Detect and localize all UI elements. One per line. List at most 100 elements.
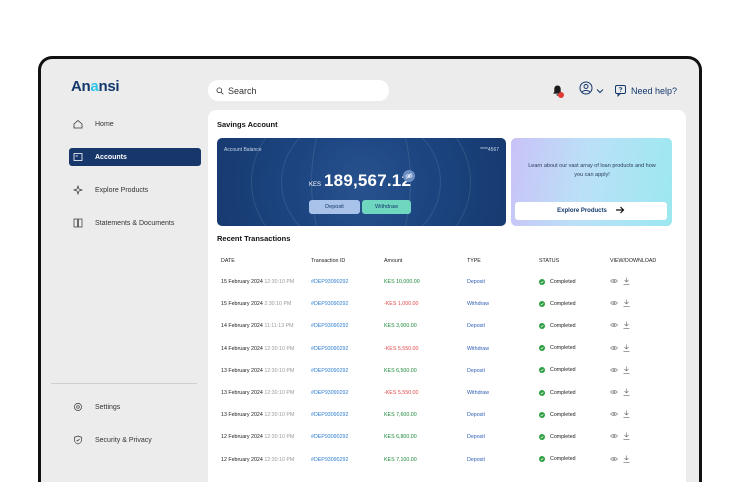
view-eye-icon[interactable] [610, 278, 618, 286]
cell-amount: KES 6,500.00 [384, 367, 417, 374]
cell-date: 13 February 2024 12:30:10 PM [217, 382, 311, 404]
date-text: 13 February 2024 [221, 390, 263, 397]
home-icon [73, 119, 83, 129]
hide-balance-icon[interactable] [403, 170, 415, 182]
sidebar-item-label: Explore Products [95, 186, 149, 194]
cell-amount: KES 7,100.00 [384, 456, 417, 463]
column-header-date: DATE [221, 258, 235, 264]
arrow-right-icon [615, 206, 625, 216]
header-actions: Need help? [549, 81, 677, 100]
table-row: 15 February 2024 2:30:10 PM #DEP93090292-… [217, 293, 670, 315]
time-text: 12:30:10 PM [264, 456, 295, 463]
check-circle-icon [539, 456, 545, 463]
cell-transaction-id[interactable]: #DEP93090292 [311, 279, 349, 286]
download-icon[interactable] [623, 344, 630, 354]
download-icon[interactable] [623, 410, 630, 420]
status-badge: Completed [539, 411, 576, 418]
sparkle-icon [73, 185, 83, 195]
notification-bell-icon[interactable] [549, 83, 565, 99]
sidebar-item-settings[interactable]: Settings [69, 398, 201, 416]
explore-products-button[interactable]: Explore Products [515, 202, 667, 220]
cell-date: 14 February 2024 12:30:10 PM [217, 338, 311, 360]
notification-dot [558, 91, 564, 98]
date-text: 13 February 2024 [221, 367, 263, 374]
cell-type: Deposit [467, 279, 485, 286]
cell-status: Completed [539, 404, 610, 426]
explore-products-label: Explore Products [557, 208, 607, 214]
cell-view-download [610, 449, 670, 471]
view-eye-icon[interactable] [610, 300, 618, 308]
view-eye-icon[interactable] [610, 433, 618, 441]
cell-transaction-id[interactable]: #DEP93090292 [311, 345, 349, 352]
savings-account-title: Savings Account [217, 120, 278, 129]
view-eye-icon[interactable] [610, 367, 618, 375]
sidebar-item-label: Security & Privacy [95, 436, 152, 444]
cell-transaction-id[interactable]: #DEP93090292 [311, 456, 349, 463]
cell-status: Completed [539, 426, 610, 448]
cell-transaction-id[interactable]: #DEP93090292 [311, 412, 349, 419]
withdraw-button[interactable]: Withdraw [362, 200, 411, 214]
chevron-down-icon [596, 88, 604, 94]
sidebar-item-label: Settings [95, 403, 121, 411]
download-icon[interactable] [623, 455, 630, 465]
status-badge: Completed [539, 345, 576, 352]
cell-transaction-id[interactable]: #DEP93090292 [311, 390, 349, 397]
balance-card: Account Balance ****4567 KES 189,567.12 … [217, 138, 506, 226]
sidebar-item-home[interactable]: Home [69, 115, 201, 133]
status-badge: Completed [539, 456, 576, 463]
app-window: Anansi Home Accounts Explore Products St… [38, 56, 702, 482]
column-header-amount: Amount [384, 258, 403, 264]
cell-type: Deposit [467, 412, 485, 419]
cell-transaction-id[interactable]: #DEP93090292 [311, 367, 349, 374]
cell-view-download [610, 426, 670, 448]
need-help-link[interactable]: Need help? [614, 84, 677, 97]
view-eye-icon[interactable] [610, 456, 618, 464]
download-icon[interactable] [623, 388, 630, 398]
cell-transaction-id[interactable]: #DEP93090292 [311, 434, 349, 441]
sidebar-item-security[interactable]: Security & Privacy [69, 431, 201, 449]
table-row: 12 February 2024 12:30:10 PM #DEP93090292… [217, 426, 670, 448]
view-eye-icon[interactable] [610, 322, 618, 330]
date-text: 15 February 2024 [221, 301, 263, 308]
download-icon[interactable] [623, 366, 630, 376]
download-icon[interactable] [623, 299, 630, 309]
table-row: 14 February 2024 11:11:13 PM #DEP93090292… [217, 315, 670, 337]
cell-view-download [610, 360, 670, 382]
date-text: 12 February 2024 [221, 456, 263, 463]
sidebar-item-statements[interactable]: Statements & Documents [69, 214, 201, 232]
date-text: 15 February 2024 [221, 279, 263, 286]
sidebar-item-accounts[interactable]: Accounts [69, 148, 201, 166]
sidebar-item-explore-products[interactable]: Explore Products [69, 181, 201, 199]
cell-status: Completed [539, 293, 610, 315]
table-row: 13 February 2024 12:30:10 PM #DEP93090292… [217, 382, 670, 404]
cell-transaction-id[interactable]: #DEP93090292 [311, 323, 349, 330]
download-icon[interactable] [623, 321, 630, 331]
download-icon[interactable] [623, 432, 630, 442]
view-eye-icon[interactable] [610, 345, 618, 353]
transactions-body: 15 February 2024 12:30:10 PM #DEP93090292… [217, 271, 670, 471]
cell-transaction-id[interactable]: #DEP93090292 [311, 301, 349, 308]
view-eye-icon[interactable] [610, 411, 618, 419]
check-circle-icon [539, 300, 545, 307]
cell-status: Completed [539, 338, 610, 360]
card-pattern [251, 138, 471, 226]
user-menu[interactable] [579, 81, 604, 100]
cell-view-download [610, 271, 670, 293]
status-badge: Completed [539, 389, 576, 396]
search-input[interactable]: Search [208, 80, 389, 101]
cell-date: 12 February 2024 12:30:10 PM [217, 449, 311, 471]
view-eye-icon[interactable] [610, 389, 618, 397]
table-row: 13 February 2024 12:30:10 PM #DEP93090292… [217, 360, 670, 382]
cell-status: Completed [539, 449, 610, 471]
time-text: 12:30:10 PM [264, 390, 295, 397]
need-help-label: Need help? [631, 85, 678, 96]
sidebar-item-label: Accounts [95, 153, 127, 161]
status-text: Completed [550, 433, 576, 440]
cell-type: Deposit [467, 367, 485, 374]
cell-amount: -KES 5,550.00 [384, 345, 419, 352]
cell-view-download [610, 382, 670, 404]
download-icon[interactable] [623, 277, 630, 287]
cell-status: Completed [539, 382, 610, 404]
deposit-button[interactable]: Deposit [309, 200, 360, 214]
account-number-mask: ****4567 [480, 147, 499, 153]
